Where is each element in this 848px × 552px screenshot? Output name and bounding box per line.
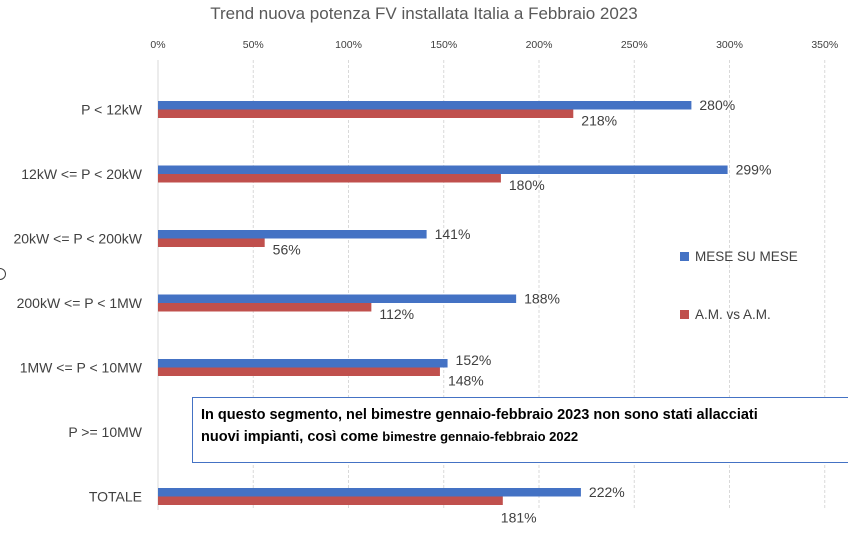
category-label: TOTALE <box>89 489 142 505</box>
data-label-am: 181% <box>501 510 537 526</box>
x-tick-label: 200% <box>526 39 553 51</box>
legend-item-mese: MESE SU MESE <box>680 249 798 264</box>
bar-am <box>158 367 440 376</box>
chart-title: Trend nuova potenza FV installata Italia… <box>210 4 638 23</box>
x-tick-label: 300% <box>716 39 743 51</box>
x-tick-label: 350% <box>811 39 838 51</box>
bar-mese <box>158 101 692 110</box>
legend-label-mese: MESE SU MESE <box>695 249 798 264</box>
data-label-am: 56% <box>273 242 301 258</box>
data-label-mese: 299% <box>736 162 772 178</box>
legend-item-am: A.M. vs A.M. <box>680 307 771 322</box>
bar-am <box>158 303 372 312</box>
bar-mese <box>158 488 581 497</box>
category-label: P >= 10MW <box>68 424 142 440</box>
data-label-mese: 188% <box>524 291 560 307</box>
annotation-line-2-main: nuovi impianti, così come <box>201 429 383 445</box>
annotation-textbox: In questo segmento, nel bimestre gennaio… <box>192 397 848 463</box>
bar-am <box>158 109 574 118</box>
legend-swatch-mese <box>680 252 689 261</box>
annotation-line-1: In questo segmento, nel bimestre gennaio… <box>201 407 758 423</box>
bar-am <box>158 238 265 247</box>
bar-mese <box>158 359 448 368</box>
data-label-am: 218% <box>581 113 617 129</box>
bar-am <box>158 174 501 183</box>
category-label: 20kW <= P < 200kW <box>13 231 142 247</box>
legend-label-am: A.M. vs A.M. <box>695 307 771 322</box>
data-label-mese: 141% <box>435 226 471 242</box>
x-tick-label: 100% <box>335 39 362 51</box>
data-label-am: 112% <box>379 306 414 322</box>
data-label-mese: 222% <box>589 484 625 500</box>
x-tick-label: 0% <box>150 39 165 51</box>
bar-mese <box>158 230 427 239</box>
bar-mese <box>158 165 728 174</box>
legend-swatch-am <box>680 310 689 319</box>
category-label: 1MW <= P < 10MW <box>20 360 143 376</box>
annotation-line-2: nuovi impianti, così come bimestre genna… <box>201 426 841 448</box>
data-label-am: 148% <box>448 373 484 389</box>
category-label: 12kW <= P < 20kW <box>21 166 143 182</box>
category-label: 200kW <= P < 1MW <box>17 295 143 311</box>
bar-mese <box>158 294 517 303</box>
data-label-mese: 152% <box>456 352 492 368</box>
x-tick-label: 50% <box>243 39 264 51</box>
category-label: P < 12kW <box>81 102 143 118</box>
x-tick-label: 250% <box>621 39 648 51</box>
x-tick-label: 150% <box>430 39 457 51</box>
annotation-line-2-small: bimestre gennaio-febbraio 2022 <box>382 429 579 444</box>
bar-am <box>158 496 503 505</box>
data-label-mese: 280% <box>699 97 735 113</box>
data-label-am: 180% <box>509 177 545 193</box>
